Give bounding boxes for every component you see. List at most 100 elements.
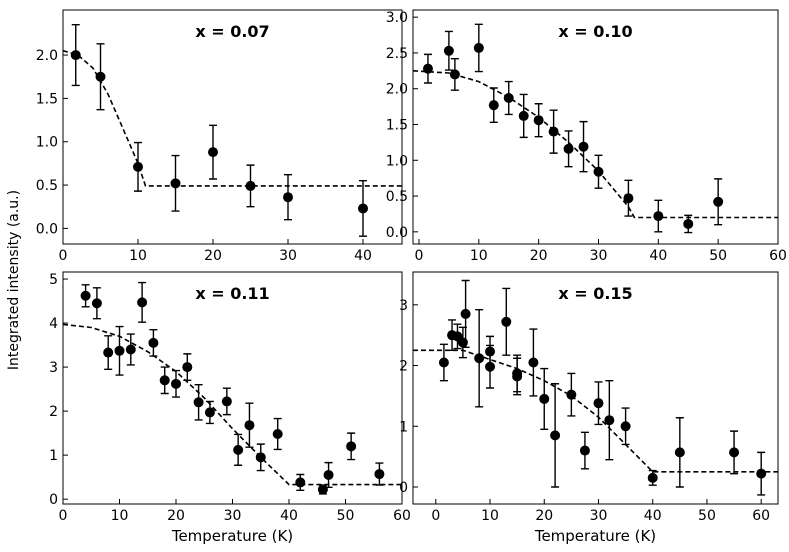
y-tick-label: 1.5 bbox=[36, 91, 58, 107]
data-point bbox=[674, 447, 685, 458]
panel-title: x = 0.10 bbox=[558, 22, 632, 41]
data-point bbox=[295, 477, 306, 488]
panel: 0 10 20 30 40 0.0 0.5 1.0 1.5 2.0 x = 0.07 bbox=[36, 9, 403, 264]
data-point bbox=[548, 126, 559, 137]
panel: 0 10 20 30 40 50 60 0 1 2 3 x = 0.15 Temperature (K) bbox=[399, 271, 779, 545]
data-point bbox=[550, 430, 561, 441]
data-point bbox=[578, 141, 589, 152]
panel: 0 10 20 30 40 50 60 0.0 0.5 1.0 1.5 2.0 2.5 3.0 x = 0.… bbox=[386, 9, 787, 264]
x-tick-label: 60 bbox=[769, 248, 787, 264]
data-point bbox=[647, 472, 658, 483]
x-tick-label: 10 bbox=[470, 248, 488, 264]
x-tick-label: 40 bbox=[280, 508, 298, 524]
y-tick-label: 2 bbox=[49, 404, 58, 420]
panel-title: x = 0.07 bbox=[195, 22, 269, 41]
y-tick-label: 2 bbox=[399, 359, 408, 375]
data-point bbox=[756, 468, 767, 479]
x-tick-label: 40 bbox=[649, 248, 667, 264]
x-tick-label: 60 bbox=[393, 508, 411, 524]
data-point bbox=[503, 93, 514, 104]
fit-line bbox=[62, 323, 402, 486]
data-point bbox=[488, 100, 499, 111]
fit-line bbox=[62, 49, 402, 187]
data-point bbox=[204, 407, 215, 418]
y-tick-label: 3 bbox=[49, 360, 58, 376]
data-point bbox=[539, 393, 550, 404]
x-tick-label: 60 bbox=[752, 508, 770, 524]
y-tick-label: 1 bbox=[399, 419, 408, 435]
data-point bbox=[283, 192, 293, 203]
fit-line bbox=[412, 70, 778, 219]
x-tick-label: 30 bbox=[279, 248, 297, 264]
x-tick-label: 0 bbox=[415, 248, 424, 264]
panel-title: x = 0.11 bbox=[195, 284, 269, 303]
x-tick-label: 10 bbox=[481, 508, 499, 524]
data-point bbox=[272, 429, 283, 440]
y-axis-label: Integrated intensity (a.u.) bbox=[6, 190, 22, 370]
data-point bbox=[95, 71, 106, 82]
x-tick-label: 40 bbox=[354, 248, 372, 264]
x-axis-label: Temperature (K) bbox=[171, 527, 293, 545]
data-point bbox=[683, 218, 694, 229]
data-point bbox=[70, 50, 81, 61]
data-point bbox=[125, 344, 136, 355]
data-point bbox=[604, 415, 615, 426]
data-point bbox=[713, 196, 724, 207]
data-point bbox=[159, 375, 170, 386]
y-tick-label: 3 bbox=[399, 298, 408, 314]
panel-title: x = 0.15 bbox=[558, 284, 632, 303]
x-tick-label: 0 bbox=[431, 508, 440, 524]
data-point bbox=[729, 447, 740, 458]
y-tick-label: 0.0 bbox=[36, 221, 58, 237]
data-point bbox=[620, 421, 631, 432]
data-point bbox=[512, 368, 523, 379]
x-tick-label: 10 bbox=[129, 248, 147, 264]
y-tick-label: 0 bbox=[49, 492, 58, 508]
plot-frame bbox=[62, 271, 403, 505]
data-point bbox=[137, 297, 148, 308]
data-point bbox=[103, 347, 114, 358]
data-point bbox=[221, 396, 232, 407]
data-point bbox=[245, 180, 256, 191]
data-point bbox=[449, 69, 460, 80]
data-point bbox=[623, 193, 634, 204]
y-tick-label: 0 bbox=[399, 480, 408, 496]
x-tick-label: 20 bbox=[535, 508, 553, 524]
y-tick-label: 3.0 bbox=[386, 10, 408, 26]
y-tick-label: 2.0 bbox=[36, 48, 58, 64]
data-point bbox=[233, 444, 244, 455]
data-point bbox=[170, 178, 181, 189]
x-tick-label: 50 bbox=[337, 508, 355, 524]
data-point bbox=[443, 45, 454, 56]
data-point bbox=[474, 353, 485, 364]
x-tick-label: 0 bbox=[59, 508, 68, 524]
data-point bbox=[533, 115, 544, 126]
data-point bbox=[485, 361, 496, 372]
data-point bbox=[460, 308, 471, 319]
y-tick-label: 1.0 bbox=[36, 135, 58, 151]
y-tick-label: 2.0 bbox=[386, 82, 408, 98]
data-point bbox=[374, 469, 385, 480]
y-tick-label: 0.5 bbox=[386, 189, 408, 205]
data-point bbox=[114, 345, 125, 356]
data-point bbox=[317, 484, 328, 495]
x-tick-label: 50 bbox=[698, 508, 716, 524]
data-point bbox=[80, 290, 91, 301]
data-point bbox=[346, 441, 357, 452]
data-point bbox=[566, 389, 577, 400]
data-point bbox=[563, 143, 574, 154]
x-tick-label: 0 bbox=[59, 248, 68, 264]
data-point bbox=[91, 298, 102, 309]
x-axis-label: Temperature (K) bbox=[534, 527, 656, 545]
plot-frame bbox=[412, 271, 779, 505]
data-point bbox=[422, 63, 433, 74]
y-tick-label: 1 bbox=[49, 448, 58, 464]
data-point bbox=[653, 211, 664, 222]
fit-line bbox=[413, 349, 778, 473]
y-tick-label: 4 bbox=[49, 316, 58, 332]
x-tick-label: 30 bbox=[590, 248, 608, 264]
data-point bbox=[182, 362, 193, 373]
x-tick-label: 40 bbox=[644, 508, 662, 524]
data-point bbox=[244, 420, 255, 431]
data-point bbox=[323, 469, 334, 480]
